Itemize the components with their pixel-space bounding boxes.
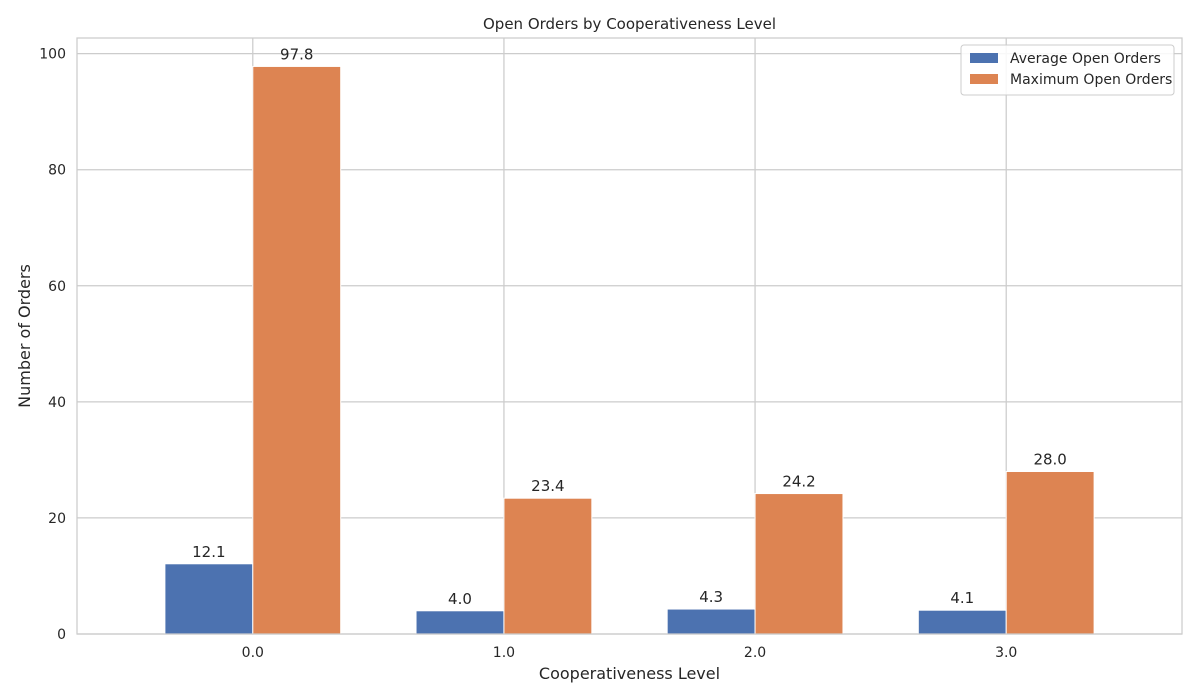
x-tick-label: 2.0 — [744, 645, 766, 661]
y-tick-label: 0 — [57, 627, 66, 643]
data-label-average-3: 4.1 — [950, 589, 974, 607]
data-label-maximum-2: 24.2 — [782, 473, 815, 491]
x-axis-label: Cooperativeness Level — [539, 664, 720, 683]
data-label-maximum-1: 23.4 — [531, 477, 564, 495]
data-label-average-0: 12.1 — [192, 543, 225, 561]
tick-labels: 0 20 40 60 80 100 0.0 1.0 2.0 3.0 — [39, 47, 1017, 661]
y-tick-label: 60 — [48, 279, 66, 295]
y-tick-label: 40 — [48, 395, 66, 411]
legend-label-maximum: Maximum Open Orders — [1010, 72, 1172, 88]
legend-swatch-average — [970, 53, 998, 63]
y-tick-label: 80 — [48, 163, 66, 179]
bar-maximum-2 — [754, 493, 844, 635]
data-label-maximum-3: 28.0 — [1033, 451, 1066, 469]
legend-box — [960, 44, 1175, 96]
chart-title: Open Orders by Cooperativeness Level — [483, 15, 776, 33]
x-tick-label: 1.0 — [493, 645, 515, 661]
data-label-maximum-0: 97.8 — [280, 45, 313, 63]
y-axis-label: Number of Orders — [15, 264, 34, 408]
legend-swatch-maximum — [970, 74, 998, 84]
bar-maximum-1 — [503, 497, 593, 635]
bar-maximum-3 — [1005, 471, 1095, 635]
plot-frame — [76, 37, 1183, 635]
legend: Average Open Orders Maximum Open Orders — [960, 44, 1175, 96]
y-tick-label: 20 — [48, 511, 66, 527]
bar-average-1 — [415, 610, 505, 635]
y-tick-label: 100 — [39, 47, 66, 63]
bar-average-2 — [666, 608, 756, 635]
bar-average-0 — [164, 563, 254, 635]
bar-maximum-0 — [252, 65, 342, 635]
data-label-average-1: 4.0 — [448, 590, 472, 608]
x-tick-label: 3.0 — [995, 645, 1017, 661]
data-labels: 12.1 4.0 4.3 4.1 97.8 23.4 24.2 28.0 — [192, 45, 1067, 607]
data-label-average-2: 4.3 — [699, 588, 723, 606]
legend-label-average: Average Open Orders — [1010, 51, 1161, 67]
x-tick-label: 0.0 — [242, 645, 264, 661]
bar-average-3 — [917, 609, 1007, 635]
bars — [164, 65, 1095, 635]
